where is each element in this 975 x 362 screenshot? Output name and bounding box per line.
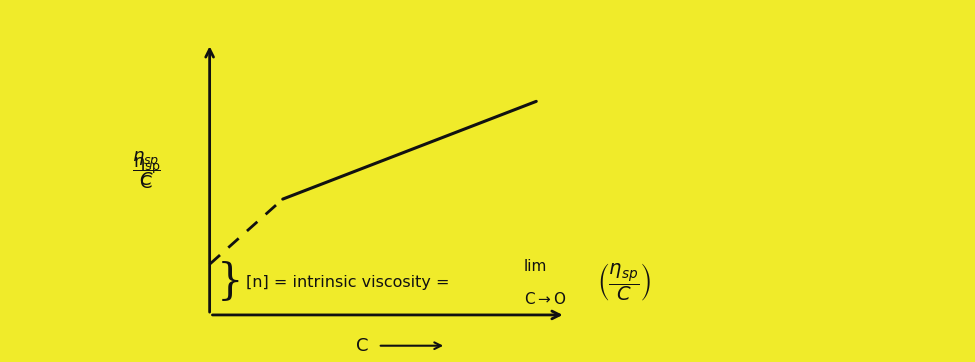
Text: C: C xyxy=(356,337,368,355)
Text: $\mathregular{\eta_{sp}}$
C: $\mathregular{\eta_{sp}}$ C xyxy=(133,155,160,192)
Text: $\dfrac{\eta_{sp}}{C}$: $\dfrac{\eta_{sp}}{C}$ xyxy=(132,149,161,188)
Text: lim: lim xyxy=(524,258,547,274)
Text: }: } xyxy=(216,261,243,303)
Text: [n] = intrinsic viscosity =: [n] = intrinsic viscosity = xyxy=(246,275,449,290)
Text: C$\rightarrow$O: C$\rightarrow$O xyxy=(524,291,566,307)
Text: $\left(\dfrac{\eta_{sp}}{C}\right)$: $\left(\dfrac{\eta_{sp}}{C}\right)$ xyxy=(597,261,651,303)
